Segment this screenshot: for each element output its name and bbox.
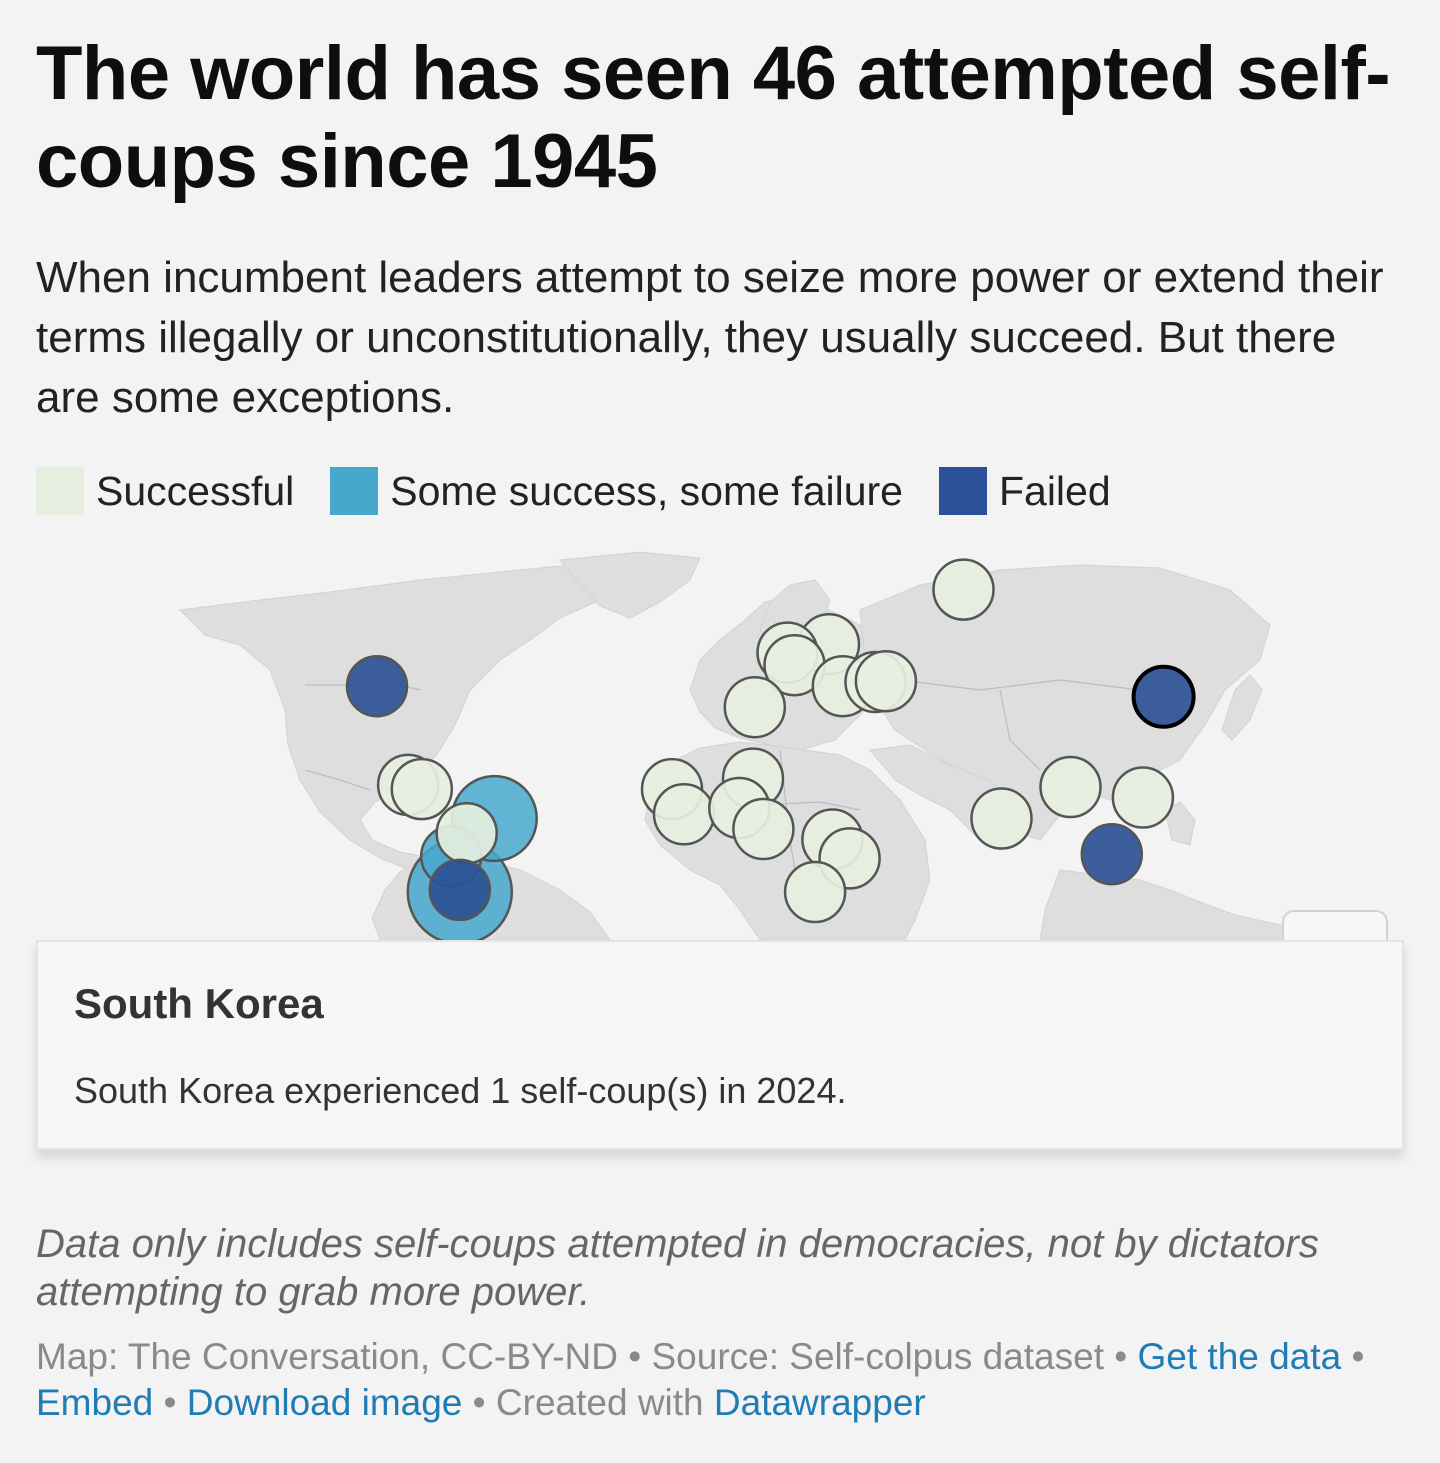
land-maritime-se-asia: [1039, 869, 1301, 940]
chart-subtitle: When incumbent leaders attempt to seize …: [36, 253, 1384, 422]
marker-honduras[interactable]: [390, 757, 454, 821]
land-greenland: [559, 551, 701, 619]
legend-item-mixed: Some success, some failure: [330, 467, 903, 515]
tooltip-title: South Korea: [74, 980, 324, 1027]
embed-link[interactable]: Embed: [36, 1382, 154, 1423]
marker-cameroon[interactable]: [732, 797, 795, 861]
marker-south-korea[interactable]: [1131, 664, 1196, 729]
map-svg: [178, 551, 1301, 940]
marker-azerbaijan[interactable]: [854, 649, 918, 713]
legend: Successful Some success, some failure Fa…: [36, 464, 1147, 518]
legend-swatch-successful: [36, 467, 84, 515]
world-map[interactable]: [0, 540, 1440, 940]
map-tooltip: South Korea South Korea experienced 1 se…: [36, 940, 1404, 1150]
land-north-america: [178, 561, 642, 886]
tooltip-body: South Korea experienced 1 self-coup(s) i…: [74, 1070, 847, 1111]
legend-label-failed: Failed: [998, 467, 1111, 514]
datawrapper-link[interactable]: Datawrapper: [713, 1382, 926, 1423]
legend-swatch-failed: [938, 467, 987, 515]
marker-indonesia[interactable]: [1080, 822, 1144, 886]
marker-sierra-leone[interactable]: [652, 783, 716, 846]
chart-note: Data only includes self-coups attempted …: [36, 1222, 1319, 1314]
border-us-mexico: [304, 769, 371, 791]
footer-separator: •: [628, 1336, 642, 1377]
footer-map-credit: Map: The Conversation, CC-BY-ND: [36, 1336, 618, 1377]
marker-tunisia[interactable]: [723, 675, 787, 739]
land-layer: [178, 551, 1301, 940]
footer-separator: •: [472, 1382, 486, 1423]
marker-thailand[interactable]: [1039, 755, 1102, 819]
page-title: The world has seen 46 attempted self-cou…: [36, 31, 1391, 204]
border-asia-1: [899, 679, 1141, 691]
legend-swatch-mixed: [330, 467, 379, 515]
marker-peru-event[interactable]: [428, 858, 492, 922]
footer-separator: •: [1351, 1336, 1365, 1377]
get-the-data-link[interactable]: Get the data: [1137, 1336, 1342, 1377]
marker-layer: [345, 558, 1196, 940]
marker-colombia[interactable]: [435, 801, 498, 865]
land-philippines: [1164, 801, 1196, 846]
marker-united-states[interactable]: [345, 654, 409, 718]
footer-separator: •: [163, 1382, 177, 1423]
legend-label-mixed: Some success, some failure: [390, 467, 903, 514]
border-asia-2: [999, 689, 1041, 771]
footer-separator: •: [1114, 1336, 1128, 1377]
marker-zambia[interactable]: [783, 860, 847, 924]
marker-philippines[interactable]: [1111, 766, 1175, 829]
legend-label-successful: Successful: [96, 467, 295, 514]
marker-russia[interactable]: [932, 558, 995, 621]
footer-source: Source: Self-colpus dataset: [651, 1336, 1104, 1377]
legend-item-failed: Failed: [938, 467, 1111, 515]
marker-sri-lanka[interactable]: [970, 787, 1033, 850]
land-japan: [1221, 674, 1263, 741]
chart-footer: Map: The Conversation, CC-BY-ND • Source…: [36, 1334, 1416, 1426]
legend-item-successful: Successful: [36, 467, 294, 515]
download-image-link[interactable]: Download image: [186, 1382, 463, 1423]
footer-created-with: Created with: [495, 1382, 704, 1423]
